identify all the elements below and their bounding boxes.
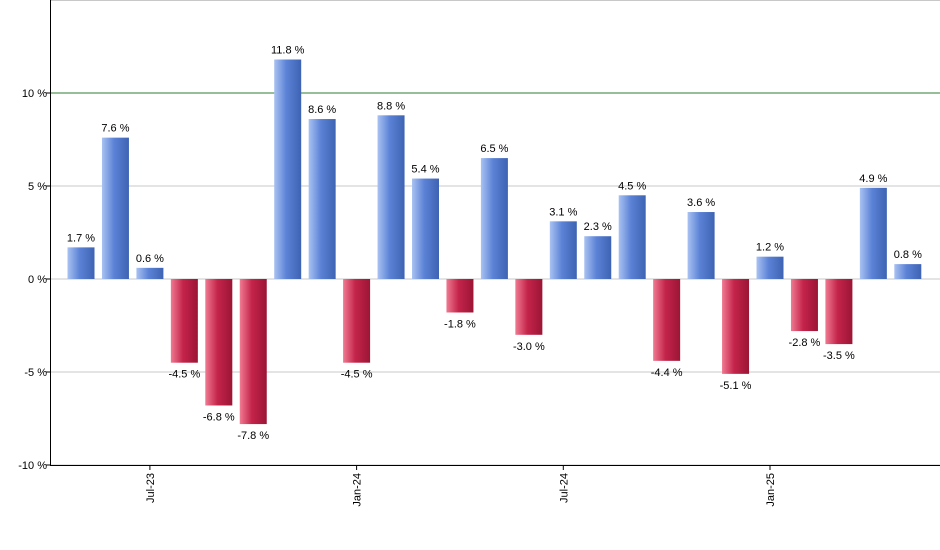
bar — [653, 279, 681, 361]
x-axis-ticks: Jul-23 Jan-24 Jul-24 Jan-25 — [145, 465, 777, 507]
bar-data-label: -4.5 % — [341, 369, 373, 381]
bars — [67, 59, 922, 425]
bar-data-label: 0.6 % — [136, 253, 164, 265]
bar-data-label: 5.4 % — [411, 164, 439, 176]
y-tick-label: -5 % — [24, 367, 47, 379]
x-tick-label: Jul-23 — [145, 473, 157, 503]
bar — [239, 279, 267, 425]
bar-data-label: 4.9 % — [859, 173, 887, 185]
x-tick-label: Jan-24 — [352, 473, 364, 507]
data-labels: 1.7 % 7.6 % 0.6 % -4.5 % -6.8 %-7.8 % 11.8 % 8… — [67, 45, 922, 443]
bar — [618, 195, 646, 279]
bar — [722, 279, 750, 374]
bar — [480, 158, 508, 279]
y-axis-ticks: -10 % -5 % 0 % 5 % 10 % — [18, 88, 50, 472]
bar — [446, 279, 474, 313]
bar — [687, 212, 715, 279]
bar-data-label: 3.1 % — [549, 206, 577, 218]
bar — [170, 279, 198, 363]
bar — [308, 119, 336, 279]
bar-data-label: -1.8 % — [444, 318, 476, 330]
bar-data-label: 8.6 % — [308, 104, 336, 116]
bar — [377, 115, 405, 279]
bar-data-label: 6.5 % — [480, 143, 508, 155]
y-tick-label: 10 % — [22, 88, 47, 100]
x-tick-label: Jan-25 — [765, 473, 777, 507]
bar — [205, 279, 233, 406]
bar — [67, 247, 95, 279]
y-tick-label: -10 % — [18, 460, 47, 472]
bar-data-label: -4.4 % — [651, 367, 683, 379]
bar-data-label: 3.6 % — [687, 197, 715, 209]
y-tick-label: 5 % — [28, 181, 47, 193]
bar-data-label: -4.5 % — [168, 369, 200, 381]
bar-data-label: -7.8 % — [237, 430, 269, 442]
bar — [274, 59, 302, 279]
bar — [584, 236, 612, 279]
bar — [894, 264, 922, 279]
bar-data-label: 2.3 % — [584, 221, 612, 233]
bar-data-label: 11.8 % — [271, 45, 305, 57]
bar-data-label: -3.5 % — [823, 350, 855, 362]
bar-data-label: 8.8 % — [377, 100, 405, 112]
bar-data-label: 1.2 % — [756, 242, 784, 254]
bar-data-label: 1.7 % — [67, 232, 95, 244]
bar — [549, 221, 577, 279]
bar — [412, 178, 439, 279]
bar — [790, 279, 818, 332]
x-tick-label: Jul-24 — [558, 473, 570, 503]
axes — [50, 0, 940, 466]
bar-data-label: -5.1 % — [720, 380, 752, 392]
bar — [101, 137, 129, 279]
bar — [136, 267, 164, 279]
y-tick-label: 0 % — [28, 274, 47, 286]
bar — [515, 279, 543, 335]
bar-data-label: 0.8 % — [894, 249, 922, 261]
bar — [825, 279, 853, 345]
bar — [859, 187, 887, 279]
bar — [343, 279, 371, 363]
bar-data-label: -3.0 % — [513, 341, 545, 353]
bar-data-label: -6.8 % — [203, 411, 235, 423]
bar-data-label: 4.5 % — [618, 180, 646, 192]
bar-data-label: 7.6 % — [101, 123, 129, 135]
bar-data-label: -2.8 % — [789, 337, 821, 349]
bar — [756, 256, 784, 279]
